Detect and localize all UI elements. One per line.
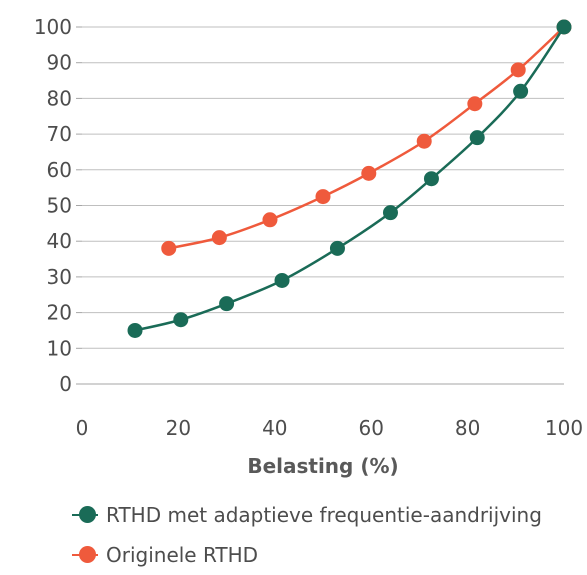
y-tick-labels: 0 10 20 30 40 50 60 70 80 90 100 bbox=[34, 15, 72, 396]
y-tick-label: 100 bbox=[34, 15, 72, 39]
gridlines bbox=[82, 26, 564, 349]
data-point bbox=[423, 171, 439, 187]
data-point bbox=[315, 189, 331, 205]
y-tick-label: 80 bbox=[47, 86, 72, 110]
legend-label-adaptive: RTHD met adaptieve frequentie-aandrijvin… bbox=[106, 503, 542, 527]
data-point bbox=[173, 312, 189, 328]
axes bbox=[76, 26, 564, 385]
data-point bbox=[510, 62, 526, 78]
x-tick-label: 80 bbox=[455, 416, 480, 440]
y-tick-label: 0 bbox=[59, 372, 72, 396]
data-point bbox=[211, 230, 227, 246]
series-adaptive bbox=[127, 19, 572, 338]
data-point bbox=[274, 272, 290, 288]
data-point bbox=[161, 240, 177, 256]
data-point bbox=[361, 165, 377, 181]
data-point bbox=[329, 240, 345, 256]
series-original bbox=[161, 19, 572, 256]
y-tick-label: 10 bbox=[47, 336, 72, 360]
legend-item-original: Originele RTHD bbox=[72, 535, 542, 575]
data-point bbox=[127, 322, 143, 338]
x-tick-labels: 0 20 40 60 80 100 bbox=[76, 416, 583, 440]
x-tick-label: 60 bbox=[358, 416, 383, 440]
y-tick-label: 90 bbox=[47, 51, 72, 75]
x-tick-label: 40 bbox=[262, 416, 287, 440]
data-point bbox=[219, 296, 235, 312]
data-point bbox=[382, 205, 398, 221]
data-point bbox=[556, 19, 572, 35]
series-line bbox=[134, 26, 566, 332]
legend-item-adaptive: RTHD met adaptieve frequentie-aandrijvin… bbox=[72, 495, 542, 535]
y-tick-label: 50 bbox=[47, 194, 72, 218]
data-point bbox=[469, 130, 485, 146]
legend-swatch-adaptive bbox=[72, 505, 100, 525]
series-line bbox=[168, 26, 565, 250]
legend-label-original: Originele RTHD bbox=[106, 543, 259, 567]
data-point bbox=[513, 83, 529, 99]
data-point bbox=[467, 96, 483, 112]
x-axis-label: Belasting (%) bbox=[247, 454, 398, 478]
y-tick-label: 30 bbox=[47, 265, 72, 289]
data-point bbox=[416, 133, 432, 149]
y-tick-label: 60 bbox=[47, 158, 72, 182]
x-tick-label: 20 bbox=[166, 416, 191, 440]
legend: RTHD met adaptieve frequentie-aandrijvin… bbox=[72, 495, 542, 575]
x-tick-label: 100 bbox=[545, 416, 583, 440]
y-tick-label: 40 bbox=[47, 229, 72, 253]
legend-swatch-original bbox=[72, 545, 100, 565]
y-tick-label: 20 bbox=[47, 301, 72, 325]
series-layer bbox=[127, 19, 572, 338]
x-tick-label: 0 bbox=[76, 416, 89, 440]
data-point bbox=[262, 212, 278, 228]
line-chart: 0 10 20 30 40 50 60 70 80 90 100 0 20 40 60 80 100 Bela… bbox=[34, 15, 583, 478]
y-tick-label: 70 bbox=[47, 122, 72, 146]
